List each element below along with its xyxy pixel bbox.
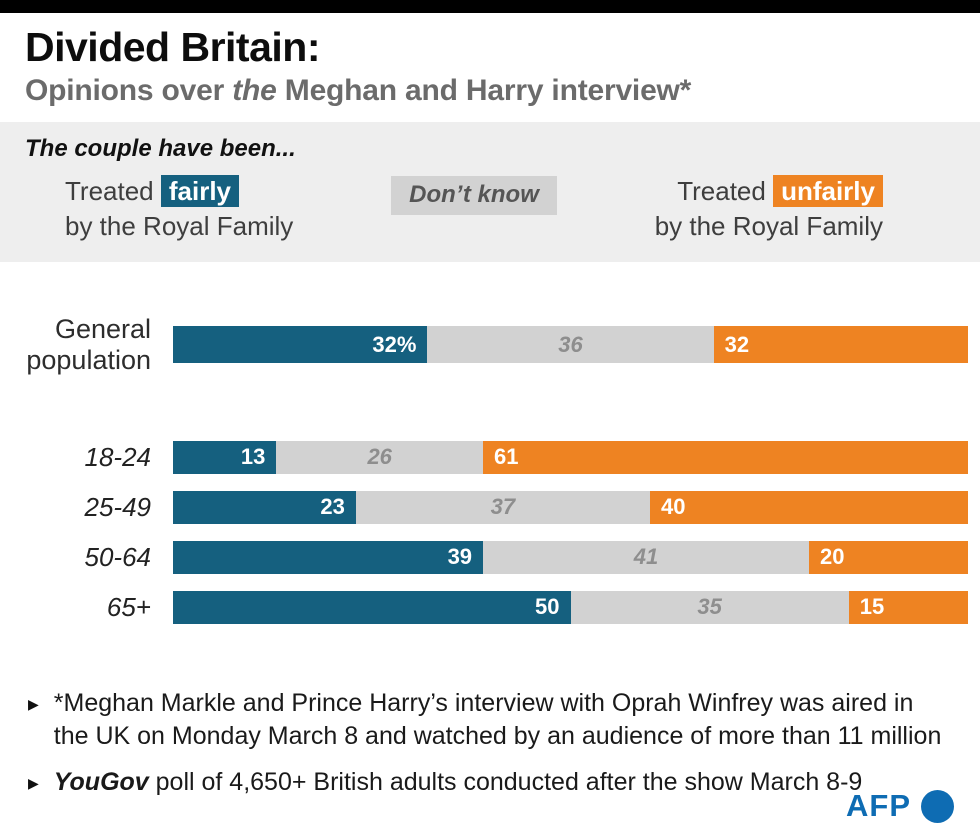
- bar-segment-dont_know: 36: [427, 326, 714, 364]
- chart-row: 25-49 23 37 40: [0, 490, 968, 524]
- bar-segment-fairly: 32%: [173, 326, 428, 364]
- bar-segment-dont_know: 41: [483, 540, 809, 574]
- legend-fairly-prefix: Treated: [65, 176, 161, 207]
- bar-segment-dont_know: 37: [355, 490, 650, 524]
- page-subtitle: Opinions over the Meghan and Harry inter…: [25, 74, 955, 108]
- legend-unfairly: Treated unfairly by the Royal Family: [589, 174, 955, 244]
- legend-dont-know: Don’t know: [359, 174, 589, 244]
- bar-segment-dont_know: 26: [276, 440, 484, 474]
- bullet-icon: ▶: [28, 695, 39, 712]
- afp-logo-text: AFP: [846, 788, 911, 823]
- chart-row: 65+ 50 35 15: [0, 590, 968, 624]
- top-black-bar: [0, 0, 980, 13]
- legend-fairly: Treated fairly by the Royal Family: [25, 174, 359, 244]
- row-label: 18-24: [84, 441, 152, 472]
- stacked-bar: 32% 36 32: [173, 326, 968, 364]
- chart-row: 18-24 13 26 61: [0, 440, 968, 474]
- legend: The couple have been... Treated fairly b…: [0, 122, 980, 263]
- chart-row: General population 32% 36 32: [0, 314, 968, 375]
- stacked-bar-chart: General population 32% 36 32 18-24 13 26 61 25-49…: [0, 262, 980, 624]
- footnote-2-brand: YouGov: [53, 767, 149, 796]
- row-label: 65+: [106, 591, 151, 622]
- subtitle-post: Meghan and Harry interview*: [276, 74, 692, 108]
- legend-unfairly-highlight: unfairly: [773, 175, 883, 208]
- subtitle-pre: Opinions over: [25, 74, 233, 108]
- bar-segment-fairly: 50: [173, 590, 571, 624]
- legend-unfairly-prefix: Treated: [677, 176, 774, 207]
- bar-segment-unfairly: 15: [848, 590, 968, 624]
- bar-segment-fairly: 39: [173, 540, 484, 574]
- footnotes: ▶ *Meghan Markle and Prince Harry’s inte…: [0, 641, 980, 799]
- header: Divided Britain: Opinions over the Megha…: [0, 13, 980, 122]
- chart-rows: General population 32% 36 32 18-24 13 26 61 25-49…: [0, 314, 968, 624]
- bar-segment-dont_know: 35: [570, 590, 849, 624]
- stacked-bar: 13 26 61: [173, 440, 968, 474]
- stacked-bar: 50 35 15: [173, 590, 968, 624]
- bar-segment-unfairly: 40: [649, 490, 968, 524]
- bar-segment-unfairly: 20: [808, 540, 968, 574]
- legend-dont-know-box: Don’t know: [391, 176, 557, 215]
- footnote-2: ▶ YouGov poll of 4,650+ British adults c…: [28, 766, 950, 799]
- chart-row: 50-64 39 41 20: [0, 540, 968, 574]
- legend-fairly-line2: by the Royal Family: [65, 211, 294, 242]
- footnote-2-rest: poll of 4,650+ British adults conducted …: [148, 767, 863, 796]
- footnote-1-text: *Meghan Markle and Prince Harry’s interv…: [53, 688, 942, 750]
- afp-logo-circle-icon: [921, 789, 954, 823]
- stacked-bar: 39 41 20: [173, 540, 968, 574]
- bar-segment-unfairly: 61: [483, 440, 968, 474]
- legend-row: Treated fairly by the Royal Family Don’t…: [25, 174, 955, 244]
- legend-fairly-highlight: fairly: [160, 175, 240, 208]
- footnote-1: ▶ *Meghan Markle and Prince Harry’s inte…: [28, 687, 950, 753]
- bar-segment-fairly: 13: [173, 440, 277, 474]
- row-label: 50-64: [84, 541, 152, 572]
- bullet-icon: ▶: [28, 774, 39, 791]
- legend-unfairly-line2: by the Royal Family: [654, 211, 883, 242]
- row-label: General population: [26, 314, 151, 375]
- stacked-bar: 23 37 40: [173, 490, 968, 524]
- bar-segment-unfairly: 32: [713, 326, 968, 364]
- row-label: 25-49: [84, 491, 152, 522]
- page-title: Divided Britain:: [25, 24, 320, 70]
- subtitle-italic: the: [232, 74, 277, 108]
- footnote-2-text: YouGov poll of 4,650+ British adults con…: [54, 766, 950, 799]
- legend-intro: The couple have been...: [25, 135, 296, 163]
- footer: AFP: [846, 788, 954, 824]
- bar-segment-fairly: 23: [173, 490, 356, 524]
